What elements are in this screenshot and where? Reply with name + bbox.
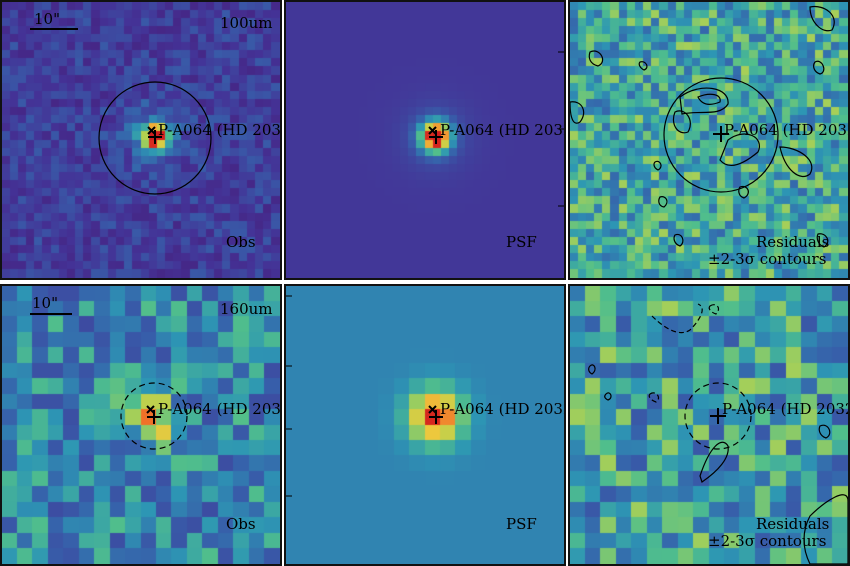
source-name-label: P-A064 (HD 2032 (158, 121, 280, 139)
obs-label: Obs (226, 515, 256, 533)
axis-ticks (286, 295, 292, 497)
scale-bar-label: 10" (34, 10, 60, 28)
residual-160um-panel: P-A064 (HD 2032 Residuals ±2-3σ contours (568, 284, 850, 566)
source-marker (147, 126, 162, 144)
psf-100um-panel: P-A064 (HD 2032 PSF (284, 0, 566, 280)
source-name-label: P-A064 (HD 2032 (158, 400, 280, 418)
source-name-label: P-A064 (HD 2032 (722, 400, 848, 418)
contour-label: ±2-3σ contours (708, 532, 827, 550)
obs-160um-panel: 10" 160um P-A064 (HD 2032 Obs (0, 284, 282, 566)
psf-100um-image (286, 2, 564, 278)
source-marker (713, 126, 729, 142)
aperture-circle (663, 77, 779, 193)
psf-160um-panel: P-A064 (HD 2032 PSF (284, 284, 566, 566)
psf-100um-overlay (428, 51, 564, 207)
aperture-circle (684, 382, 752, 450)
aperture-circle (120, 382, 188, 450)
obs-160um-overlay (30, 313, 188, 450)
obs-100um-overlay (30, 28, 212, 195)
residual-100um-panel: P-A064 (HD 2032 Residuals ±2-3σ contours (568, 0, 850, 280)
residual-160um-image (570, 286, 848, 564)
psf-160um-image (286, 286, 564, 564)
scale-bar-label: 10" (32, 294, 58, 312)
psf-label: PSF (506, 233, 537, 251)
source-marker (428, 126, 443, 144)
source-name-label: P-A064 (HD 2032 (724, 121, 848, 139)
source-marker (146, 405, 161, 424)
obs-160um-image (2, 286, 280, 564)
band-label: 160um (220, 300, 273, 318)
residual-100um-overlay (570, 5, 835, 248)
residual-100um-image (570, 2, 848, 278)
residual-label: Residuals (756, 515, 830, 533)
aperture-circle (98, 81, 212, 195)
axis-ticks (558, 51, 564, 207)
obs-label: Obs (226, 233, 256, 251)
psf-160um-overlay (286, 295, 443, 497)
source-marker (428, 405, 443, 424)
psf-label: PSF (506, 515, 537, 533)
negative-contours (648, 303, 720, 403)
source-name-label: P-A064 (HD 2032 (440, 121, 564, 139)
residual-160um-overlay (588, 303, 848, 564)
band-label: 100um (220, 14, 273, 32)
positive-contours (570, 5, 835, 248)
source-name-label: P-A064 (HD 2032 (440, 400, 564, 418)
source-marker (710, 408, 726, 424)
contour-label: ±2-3σ contours (708, 250, 827, 268)
residual-label: Residuals (756, 233, 830, 251)
obs-100um-panel: 10" 100um P-A064 (HD 2032 Obs (0, 0, 282, 280)
obs-100um-image (2, 2, 280, 278)
positive-contours (588, 364, 848, 564)
